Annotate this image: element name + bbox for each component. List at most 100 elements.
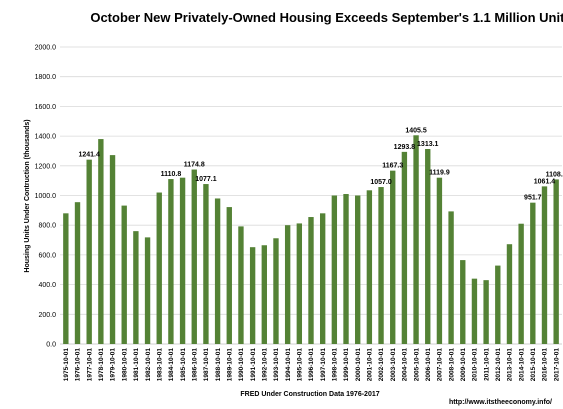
x-tick-label: 1986-10-01 <box>191 348 198 382</box>
x-tick-label: 1992-10-01 <box>262 348 269 382</box>
bar <box>378 187 384 344</box>
bar <box>191 169 197 344</box>
x-tick-label: 2011-10-01 <box>483 348 490 381</box>
source-link[interactable]: http://www.itstheeconomy.info/ <box>449 399 552 406</box>
y-tick-label: 800.0 <box>38 223 56 230</box>
bar <box>86 159 92 344</box>
bar <box>553 179 559 344</box>
x-tick-label: 2015-10-01 <box>530 348 537 382</box>
y-tick-label: 0.0 <box>46 342 56 349</box>
data-label: 1167.3 <box>382 163 403 170</box>
x-tick-label: 2000-10-01 <box>355 348 362 382</box>
bar <box>495 265 501 344</box>
x-tick-label: 1982-10-01 <box>145 348 152 382</box>
x-tick-label: 2009-10-01 <box>460 348 467 382</box>
x-tick-label: 1995-10-01 <box>297 348 304 382</box>
data-label: 1174.8 <box>184 162 205 169</box>
bar <box>471 278 478 344</box>
bar <box>249 247 256 344</box>
data-label: 1077.1 <box>195 176 217 183</box>
x-tick-label: 2003-10-01 <box>390 348 397 382</box>
x-tick-label: 1984-10-01 <box>168 348 175 382</box>
chart-title: October New Privately-Owned Housing Exce… <box>90 10 563 25</box>
bar <box>541 186 548 344</box>
x-tick-label: 2012-10-01 <box>495 348 502 382</box>
x-tick-label: 1993-10-01 <box>273 348 280 382</box>
x-tick-label: 1985-10-01 <box>180 348 187 382</box>
bar <box>530 202 536 344</box>
y-tick-label: 1400.0 <box>35 134 57 141</box>
bar <box>179 177 186 344</box>
data-label: 1057.0 <box>370 179 392 186</box>
x-tick-label: 1999-10-01 <box>343 348 350 382</box>
bar <box>133 231 139 344</box>
data-label: 1110.8 <box>161 171 182 178</box>
y-tick-label: 1200.0 <box>35 163 57 170</box>
x-tick-label: 1989-10-01 <box>226 348 233 382</box>
bar <box>109 155 116 344</box>
y-tick-label: 400.0 <box>38 282 56 289</box>
bar <box>63 213 69 344</box>
x-tick-label: 2004-10-01 <box>402 348 409 382</box>
x-tick-label: 1988-10-01 <box>215 348 222 382</box>
data-label: 1405.5 <box>405 127 427 134</box>
x-tick-label: 1994-10-01 <box>285 348 292 382</box>
x-tick-label: 1997-10-01 <box>320 348 327 382</box>
bar <box>296 223 303 344</box>
data-label: 1293.8 <box>394 144 416 151</box>
bar <box>319 213 326 344</box>
x-tick-label: 2005-10-01 <box>413 348 420 382</box>
data-label: 951.7 <box>524 195 542 202</box>
y-tick-label: 600.0 <box>38 252 56 259</box>
bar <box>144 237 151 344</box>
bar <box>425 149 431 344</box>
data-label: 1313.1 <box>417 141 439 148</box>
bar <box>168 179 174 344</box>
x-tick-label: 1977-10-01 <box>86 348 93 382</box>
x-tick-label: 1991-10-01 <box>250 348 257 382</box>
x-tick-label: 1978-10-01 <box>98 348 105 382</box>
y-tick-label: 2000.0 <box>35 45 57 52</box>
bar <box>203 184 209 344</box>
x-tick-label: 1987-10-01 <box>203 348 210 382</box>
x-tick-label: 1975-10-01 <box>63 348 70 382</box>
x-tick-label: 1983-10-01 <box>156 348 163 382</box>
data-label: 1241.4 <box>78 152 100 159</box>
bar <box>261 245 267 344</box>
y-tick-label: 1000.0 <box>35 193 57 200</box>
x-tick-label: 1976-10-01 <box>75 348 82 382</box>
x-tick-label: 1980-10-01 <box>121 348 128 382</box>
bar <box>460 260 466 344</box>
bar <box>436 177 443 344</box>
x-tick-label: 1998-10-01 <box>332 348 339 382</box>
bar <box>355 195 361 344</box>
bar <box>366 190 373 344</box>
bar <box>390 170 396 344</box>
x-tick-label: 1981-10-01 <box>133 348 140 382</box>
x-tick-label: 2017-10-01 <box>553 348 560 382</box>
y-axis-ticks: 0.0 200.0 400.0 600.0 800.0 1000.0 1200.0 1400.… <box>35 45 57 349</box>
bar <box>74 202 81 344</box>
y-tick-label: 1800.0 <box>35 74 57 81</box>
x-tick-label: 2014-10-01 <box>518 348 525 382</box>
data-label: 1108.2 <box>546 171 563 178</box>
x-tick-label: 1979-10-01 <box>110 348 117 382</box>
y-tick-label: 1600.0 <box>35 104 57 111</box>
bar <box>308 217 314 344</box>
y-axis-label: Housing Units Under Contruction (thousan… <box>24 119 31 272</box>
bar <box>226 207 232 344</box>
bar <box>238 226 244 344</box>
bar <box>273 238 279 344</box>
x-tick-label: 2002-10-01 <box>378 348 385 382</box>
bar <box>343 194 349 344</box>
data-label: 1119.9 <box>429 170 450 177</box>
x-tick-label: 1990-10-01 <box>238 348 245 382</box>
bar <box>284 225 291 344</box>
bar <box>98 139 104 344</box>
x-tick-label: 2001-10-01 <box>367 348 374 382</box>
x-tick-label: 2007-10-01 <box>437 348 444 382</box>
bars <box>63 135 559 344</box>
bar <box>401 151 408 344</box>
bar <box>483 280 489 344</box>
